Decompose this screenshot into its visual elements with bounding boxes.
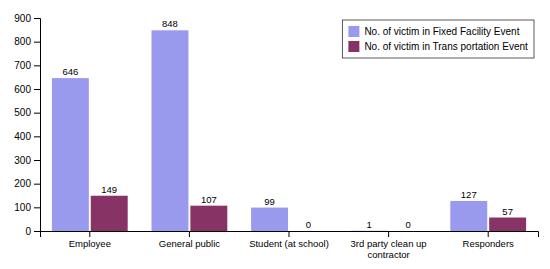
x-tick-label-line: Student (at school) bbox=[249, 238, 329, 249]
y-tick-mark bbox=[34, 42, 40, 43]
x-tick: Student (at school) bbox=[249, 231, 329, 249]
data-label: 1 bbox=[367, 219, 372, 230]
bar bbox=[489, 218, 526, 231]
legend-label: No. of victim in Trans portation Event bbox=[364, 41, 528, 52]
chart: 0100200300400500600700800900EmployeeGene… bbox=[0, 0, 550, 269]
y-axis: 0 100 200 300 400 500 600 700 800 900 bbox=[14, 13, 40, 237]
data-label: 0 bbox=[306, 219, 311, 230]
x-tick-mark bbox=[189, 231, 190, 237]
y-tick-mark bbox=[34, 113, 40, 114]
data-label: 127 bbox=[461, 189, 477, 200]
y-axis-line bbox=[34, 19, 41, 232]
y-tick-label: 500 bbox=[14, 107, 31, 118]
x-tick-label: Student (at school) bbox=[249, 238, 329, 249]
y-tick: 300 bbox=[14, 155, 40, 166]
y-tick: 200 bbox=[14, 178, 40, 189]
x-tick-mark bbox=[388, 231, 389, 237]
legend-item: No. of victim in Trans portation Event bbox=[348, 41, 528, 52]
series bbox=[52, 30, 487, 231]
x-tick-label-line: General public bbox=[159, 238, 221, 249]
legend-item: No. of victim in Fixed Facility Event bbox=[348, 26, 519, 37]
y-tick: 400 bbox=[14, 131, 40, 142]
y-tick: 100 bbox=[14, 202, 40, 213]
y-tick-label: 900 bbox=[14, 13, 31, 24]
data-label: 99 bbox=[264, 196, 275, 207]
y-tick-mark bbox=[34, 231, 40, 232]
bar bbox=[351, 230, 388, 231]
legend-label: No. of victim in Fixed Facility Event bbox=[364, 26, 519, 37]
x-tick-label-line: Employee bbox=[69, 238, 111, 249]
y-tick-label: 100 bbox=[14, 202, 31, 213]
bars bbox=[52, 30, 526, 231]
x-tick-label: Responders bbox=[463, 238, 514, 249]
legend: No. of victim in Fixed Facility Event No.… bbox=[342, 20, 534, 58]
x-axis: Employee General public Student (at school… bbox=[41, 231, 539, 260]
y-tick-mark bbox=[34, 184, 40, 185]
y-tick: 600 bbox=[14, 84, 40, 95]
y-tick-mark bbox=[34, 89, 40, 90]
plot: 0100200300400500600700800900EmployeeGene… bbox=[14, 13, 538, 260]
data-label: 57 bbox=[502, 206, 513, 217]
x-tick-mark bbox=[89, 231, 90, 237]
x-tick-label-line: 3rd party clean up bbox=[351, 238, 427, 249]
y-tick-mark bbox=[34, 136, 40, 137]
y-tick-label: 600 bbox=[14, 84, 31, 95]
legend-box bbox=[342, 20, 534, 58]
data-label: 149 bbox=[101, 184, 117, 195]
bar bbox=[251, 208, 288, 231]
x-tick-mark bbox=[289, 231, 290, 237]
x-tick: General public bbox=[159, 231, 221, 249]
y-tick: 700 bbox=[14, 60, 40, 71]
series bbox=[91, 196, 526, 231]
y-tick-label: 300 bbox=[14, 155, 31, 166]
y-tick-label: 700 bbox=[14, 60, 31, 71]
x-tick-label: Employee bbox=[69, 238, 111, 249]
y-tick: 900 bbox=[14, 13, 40, 24]
x-tick: Responders bbox=[463, 231, 514, 249]
y-tick: 0 bbox=[25, 226, 40, 237]
x-axis-line bbox=[41, 232, 539, 238]
x-tick-mark bbox=[488, 231, 489, 237]
data-label: 107 bbox=[201, 194, 217, 205]
y-tick-mark bbox=[34, 18, 40, 19]
data-label: 646 bbox=[62, 66, 78, 77]
x-tick: Employee bbox=[69, 231, 111, 249]
y-tick-mark bbox=[34, 65, 40, 66]
y-tick: 500 bbox=[14, 107, 40, 118]
y-tick-label: 800 bbox=[14, 36, 31, 47]
bar bbox=[290, 231, 327, 232]
y-tick-label: 200 bbox=[14, 178, 31, 189]
data-label: 0 bbox=[405, 219, 410, 230]
y-tick-mark bbox=[34, 160, 40, 161]
bar bbox=[450, 201, 487, 231]
bar bbox=[390, 231, 427, 232]
x-tick-label-line: contractor bbox=[367, 249, 409, 260]
x-tick-label: General public bbox=[159, 238, 221, 249]
y-tick-mark bbox=[34, 207, 40, 208]
x-tick: 3rd party clean upcontractor bbox=[351, 231, 427, 260]
legend-swatch bbox=[348, 26, 359, 37]
x-tick-label: 3rd party clean upcontractor bbox=[351, 238, 427, 260]
bar bbox=[52, 78, 89, 231]
bar bbox=[91, 196, 128, 231]
y-tick-label: 400 bbox=[14, 131, 31, 142]
data-label: 848 bbox=[162, 18, 178, 29]
y-tick: 800 bbox=[14, 36, 40, 47]
y-tick-label: 0 bbox=[25, 226, 31, 237]
x-tick-label-line: Responders bbox=[463, 238, 514, 249]
bar bbox=[152, 30, 189, 231]
legend-swatch bbox=[348, 41, 359, 52]
bar bbox=[190, 206, 227, 231]
